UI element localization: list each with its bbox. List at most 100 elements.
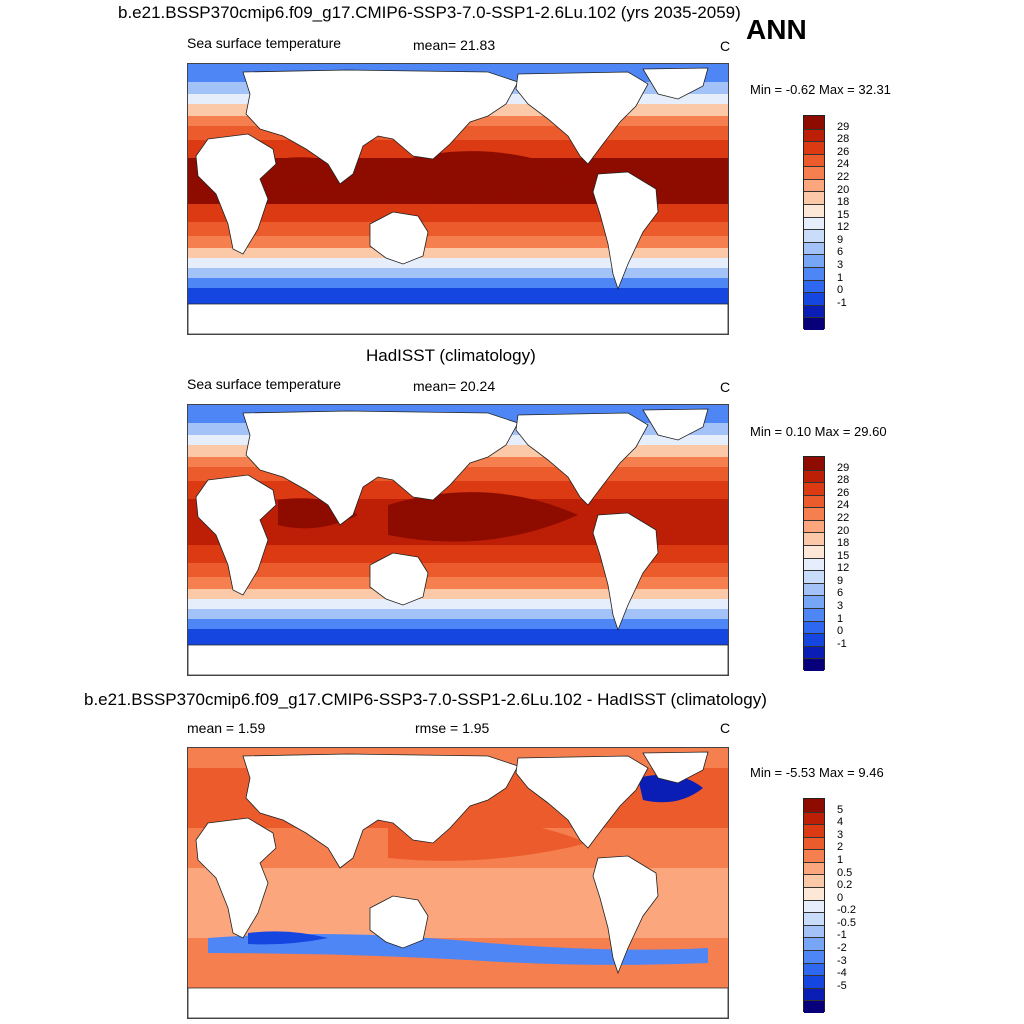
colorbar-tick-label: 1: [837, 612, 844, 625]
antarctica-landmass: [188, 303, 728, 334]
sst-band: [188, 619, 728, 629]
colorbar-tick-label: 0: [837, 284, 844, 297]
colorbar-tick-label: 9: [837, 233, 844, 246]
colorbar-swatch: [804, 633, 824, 646]
colorbar-tick-label: 0.2: [837, 879, 853, 892]
panel2-mean-label: mean= 20.24: [413, 378, 496, 394]
sst-band: [188, 222, 728, 236]
colorbar-tick-label: 29: [837, 120, 850, 133]
colorbar-tick-label: 0.5: [837, 866, 853, 879]
africa-landmass: [195, 817, 277, 939]
panel3-mean-label: mean = 1.59: [187, 720, 266, 736]
panel2-sst-field: [188, 405, 728, 675]
south-america-landmass: [592, 855, 659, 975]
panel3-map: [187, 747, 729, 1019]
colorbar-tick-label: 15: [837, 208, 850, 221]
panel2-title: HadISST (climatology): [366, 346, 536, 365]
north-america-landmass: [515, 755, 649, 849]
colorbar-swatch: [804, 962, 824, 976]
panel2-colorbar: 29 28 26 24 22 20 18 15 12 9 6 3 1 0 -1: [803, 456, 849, 671]
colorbar-swatch: [804, 128, 824, 142]
colorbar-swatch: [804, 469, 824, 483]
sst-band: [188, 204, 728, 222]
colorbar-tick-label: -0.5: [837, 916, 856, 929]
colorbar-swatch: [804, 304, 824, 318]
colorbar-swatch: [804, 570, 824, 583]
australia-landmass: [369, 895, 429, 949]
colorbar-swatch: [804, 254, 824, 267]
north-america-landmass: [515, 412, 649, 506]
colorbar-tick-label: 0: [837, 891, 844, 904]
sst-band: [188, 629, 728, 645]
antarctica-landmass: [188, 644, 728, 675]
colorbar-swatch: [804, 532, 824, 546]
colorbar-swatch: [804, 482, 824, 495]
colorbar-tick-label: 22: [837, 170, 850, 183]
panel2-units-label: C: [720, 379, 731, 395]
colorbar-swatch: [804, 292, 824, 305]
sst-band: [188, 609, 728, 619]
colorbar-tick-label: -2: [837, 942, 847, 955]
colorbar-tick-label: 12: [837, 221, 850, 234]
colorbar-tick-label: 26: [837, 145, 850, 158]
colorbar-swatch: [804, 799, 824, 812]
colorbar-tick-label: 1: [837, 853, 844, 866]
colorbar-tick-label: -0.2: [837, 904, 856, 917]
panel2-map: [187, 404, 729, 676]
panel1-map: [187, 63, 729, 335]
colorbar-swatch: [804, 595, 824, 608]
colorbar-tick-label: 18: [837, 537, 850, 550]
greenland-landmass: [642, 67, 709, 100]
colorbar-swatch: [804, 317, 824, 330]
colorbar-tick-label: -5: [837, 979, 847, 992]
colorbar-swatch: [804, 457, 824, 470]
sst-band: [188, 278, 728, 288]
south-america-landmass: [592, 512, 659, 632]
colorbar-swatch: [804, 658, 824, 671]
panel2-variable-label: Sea surface temperature: [187, 376, 342, 392]
sst-band: [188, 545, 728, 563]
panel3-units-label: C: [720, 720, 731, 736]
colorbar-swatch: [804, 645, 824, 659]
panel3-rmse-label: rmse = 1.95: [415, 720, 490, 736]
sst-band: [188, 268, 728, 278]
colorbar-tick-label: 24: [837, 158, 850, 171]
colorbar-tick-label: 3: [837, 828, 844, 841]
colorbar-swatch: [804, 912, 824, 925]
colorbar-swatch: [804, 519, 824, 533]
colorbar-tick-label: -3: [837, 954, 847, 967]
colorbar-tick-label: 20: [837, 183, 850, 196]
panel1-sst-field: [188, 64, 728, 334]
colorbar-swatch: [804, 899, 824, 913]
sst-band: [188, 563, 728, 577]
colorbar-swatch: [804, 191, 824, 205]
panel1-units-label: C: [720, 38, 731, 54]
colorbar-swatch: [804, 545, 824, 558]
colorbar-tick-label: 4: [837, 816, 844, 829]
panel1-colorbar: 29 28 26 24 22 20 18 15 12 9 6 3 1 0 -1: [803, 115, 849, 330]
australia-landmass: [369, 211, 429, 265]
colorbar-swatch: [804, 924, 824, 938]
colorbar-tick-label: 24: [837, 499, 850, 512]
colorbar-swatch: [804, 557, 824, 571]
warm-pool-region: [388, 492, 578, 542]
europe-asia-landmass: [242, 410, 519, 526]
panel3-minmax-label: Min = -5.53 Max = 9.46: [750, 765, 884, 780]
australia-landmass: [369, 552, 429, 606]
colorbar-swatch: [804, 949, 824, 963]
colorbar-swatch: [804, 116, 824, 129]
colorbar-swatch: [804, 975, 824, 988]
colorbar-tick-label: 5: [837, 803, 844, 816]
warm-pool-region: [388, 151, 578, 201]
sst-band: [188, 589, 728, 599]
panel3-diff-field: [188, 748, 728, 1018]
north-america-landmass: [515, 71, 649, 165]
colorbar-swatch: [804, 494, 824, 508]
africa-landmass: [195, 474, 277, 596]
colorbar-tick-label: 20: [837, 524, 850, 537]
colorbar-swatch: [804, 887, 824, 900]
season-label: ANN: [746, 14, 807, 45]
colorbar-swatch: [804, 874, 824, 888]
sst-band: [188, 248, 728, 258]
colorbar-swatch: [804, 153, 824, 167]
